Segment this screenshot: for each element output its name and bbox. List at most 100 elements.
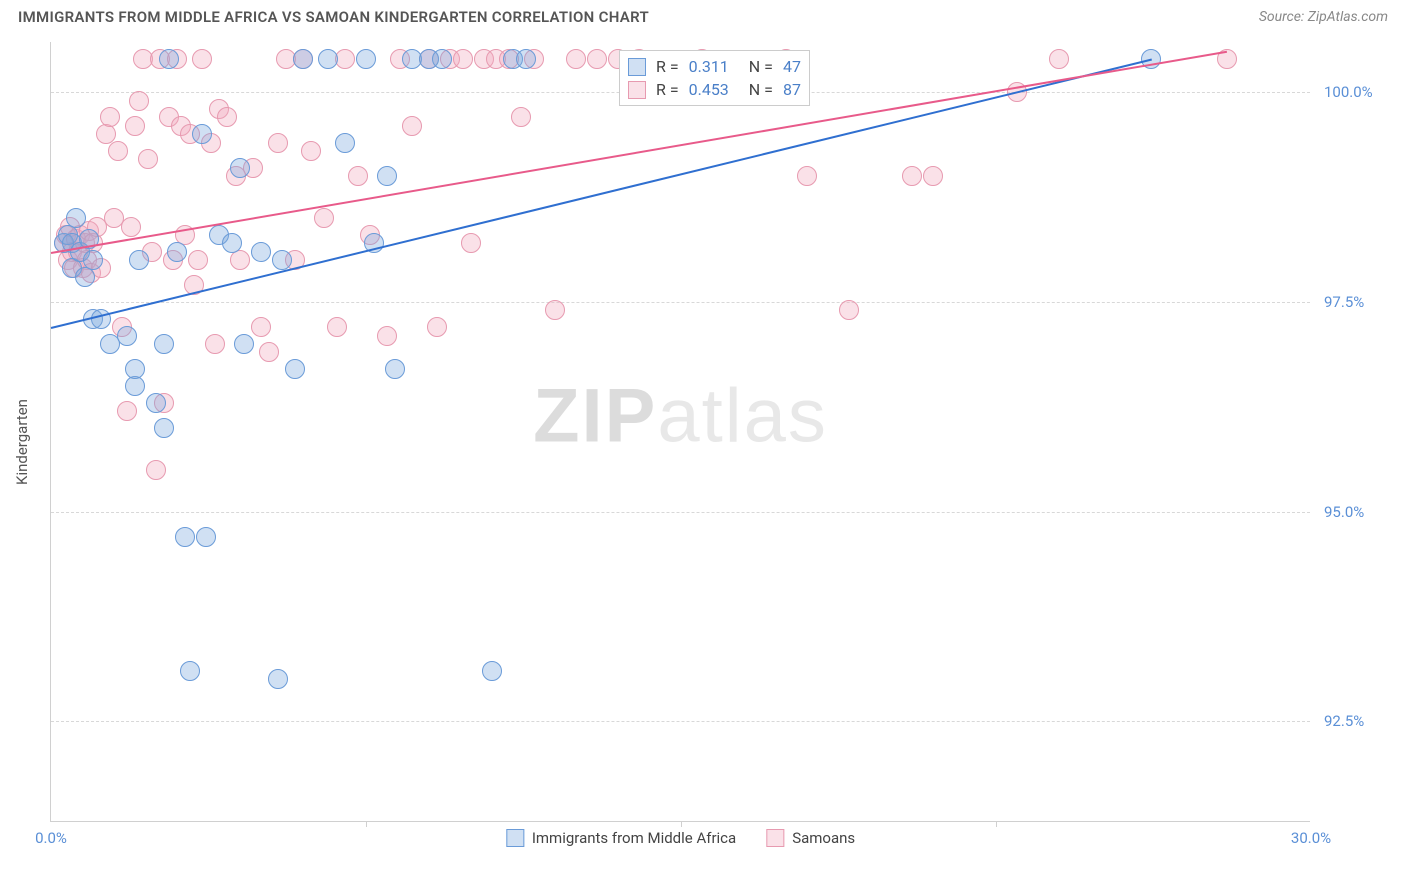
legend-swatch-blue: [506, 829, 524, 847]
data-point-blue: [318, 49, 338, 69]
data-point-pink: [839, 300, 859, 320]
data-point-blue: [129, 250, 149, 270]
stats-row-pink: R = 0.453 N = 87: [628, 78, 801, 101]
watermark-atlas: atlas: [657, 373, 828, 458]
stat-n-label: N =: [749, 80, 773, 99]
data-point-pink: [902, 166, 922, 186]
gridline-h: [51, 721, 1310, 722]
stats-swatch-pink: [628, 81, 646, 99]
data-point-blue: [432, 49, 452, 69]
data-point-pink: [146, 460, 166, 480]
data-point-pink: [138, 149, 158, 169]
data-point-blue: [234, 334, 254, 354]
data-point-blue: [175, 527, 195, 547]
data-point-blue: [230, 158, 250, 178]
data-point-pink: [314, 208, 334, 228]
stat-r-value: 0.311: [689, 57, 729, 76]
data-point-pink: [327, 317, 347, 337]
data-point-pink: [117, 401, 137, 421]
watermark-zip: ZIP: [533, 373, 657, 458]
stat-r-label: R =: [656, 57, 679, 76]
stat-n-value: 87: [783, 80, 801, 99]
data-point-blue: [285, 359, 305, 379]
data-point-pink: [100, 107, 120, 127]
data-point-pink: [1049, 49, 1069, 69]
watermark: ZIPatlas: [533, 372, 828, 459]
data-point-pink: [511, 107, 531, 127]
data-point-blue: [516, 49, 536, 69]
data-point-pink: [259, 342, 279, 362]
data-point-pink: [268, 133, 288, 153]
gridline-h: [51, 302, 1310, 303]
chart-title: IMMIGRANTS FROM MIDDLE AFRICA VS SAMOAN …: [18, 8, 649, 26]
data-point-pink: [587, 49, 607, 69]
stat-n-value: 47: [783, 57, 801, 76]
data-point-pink: [129, 91, 149, 111]
x-tick-mark: [366, 821, 367, 827]
data-point-pink: [108, 141, 128, 161]
data-point-blue: [117, 326, 137, 346]
data-point-pink: [205, 334, 225, 354]
data-point-pink: [545, 300, 565, 320]
data-point-pink: [797, 166, 817, 186]
source-label: Source: ZipAtlas.com: [1259, 9, 1388, 25]
data-point-blue: [268, 669, 288, 689]
stats-row-blue: R = 0.311 N = 47: [628, 55, 801, 78]
legend-item-blue: Immigrants from Middle Africa: [506, 829, 736, 847]
data-point-pink: [377, 326, 397, 346]
data-point-blue: [385, 359, 405, 379]
gridline-h: [51, 512, 1310, 513]
data-point-blue: [272, 250, 292, 270]
data-point-blue: [180, 661, 200, 681]
data-point-pink: [348, 166, 368, 186]
y-axis-label: Kindergarten: [13, 399, 31, 485]
y-tick-label: 97.5%: [1324, 293, 1394, 311]
data-point-blue: [125, 359, 145, 379]
data-point-blue: [192, 124, 212, 144]
data-point-pink: [923, 166, 943, 186]
data-point-blue: [66, 208, 86, 228]
data-point-pink: [402, 116, 422, 136]
data-point-blue: [154, 334, 174, 354]
data-point-blue: [167, 242, 187, 262]
data-point-blue: [159, 49, 179, 69]
data-point-pink: [125, 116, 145, 136]
data-point-pink: [121, 217, 141, 237]
data-point-pink: [251, 317, 271, 337]
data-point-blue: [222, 233, 242, 253]
y-tick-label: 92.5%: [1324, 712, 1394, 730]
data-point-pink: [461, 233, 481, 253]
stat-r-label: R =: [656, 80, 679, 99]
x-tick-mark: [996, 821, 997, 827]
stat-n-label: N =: [749, 57, 773, 76]
data-point-pink: [301, 141, 321, 161]
data-point-blue: [482, 661, 502, 681]
chart-container: Kindergarten ZIPatlas Immigrants from Mi…: [0, 32, 1406, 852]
stats-box: R = 0.311 N = 47 R = 0.453 N = 87: [619, 50, 810, 106]
data-point-pink: [192, 49, 212, 69]
data-point-blue: [335, 133, 355, 153]
legend-item-pink: Samoans: [766, 829, 855, 847]
data-point-blue: [196, 527, 216, 547]
data-point-blue: [154, 418, 174, 438]
title-bar: IMMIGRANTS FROM MIDDLE AFRICA VS SAMOAN …: [0, 0, 1406, 32]
data-point-blue: [251, 242, 271, 262]
legend-label-pink: Samoans: [792, 829, 855, 847]
data-point-blue: [146, 393, 166, 413]
x-tick-label: 30.0%: [1291, 829, 1331, 847]
data-point-pink: [566, 49, 586, 69]
legend-swatch-pink: [766, 829, 784, 847]
bottom-legend: Immigrants from Middle Africa Samoans: [506, 829, 855, 847]
data-point-blue: [293, 49, 313, 69]
data-point-blue: [377, 166, 397, 186]
data-point-blue: [83, 250, 103, 270]
data-point-pink: [188, 250, 208, 270]
stats-swatch-blue: [628, 58, 646, 76]
y-tick-label: 95.0%: [1324, 503, 1394, 521]
data-point-pink: [427, 317, 447, 337]
y-tick-label: 100.0%: [1324, 83, 1394, 101]
x-tick-label: 0.0%: [35, 829, 67, 847]
data-point-pink: [217, 107, 237, 127]
stat-r-value: 0.453: [689, 80, 729, 99]
data-point-pink: [453, 49, 473, 69]
